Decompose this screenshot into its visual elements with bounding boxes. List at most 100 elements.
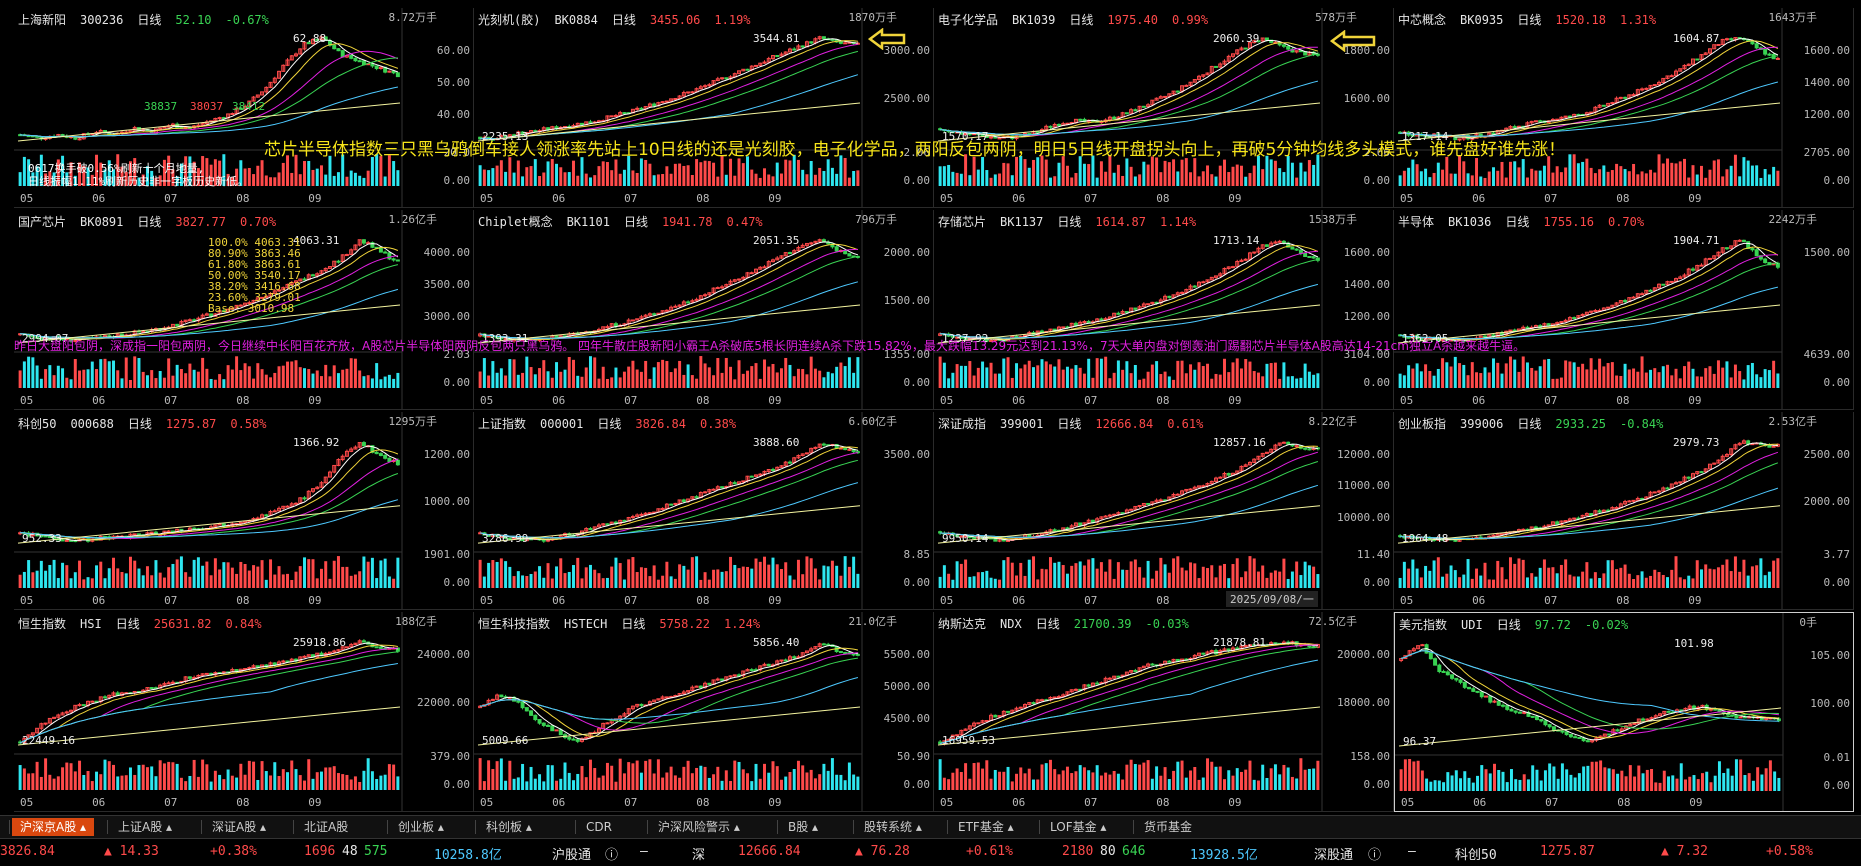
x-axis-label: 08 — [1156, 796, 1170, 809]
market-tab[interactable]: 北证A股 — [296, 818, 356, 836]
market-tab[interactable]: 深证A股 ▴ — [204, 818, 274, 836]
volume-bar — [150, 575, 154, 588]
candle — [1133, 505, 1138, 510]
long-ma-line — [477, 304, 861, 344]
volume-bar — [695, 159, 699, 186]
market-tab[interactable]: 科创板 ▴ — [478, 818, 540, 836]
volume-bar — [222, 154, 226, 186]
volume-bar — [758, 778, 762, 790]
market-tab[interactable]: 创业板 ▴ — [390, 818, 452, 836]
candle — [1416, 645, 1421, 650]
volume-bar — [1316, 760, 1320, 790]
volume-bar — [1197, 779, 1201, 790]
market-tab[interactable]: 沪深风险警示 ▴ — [650, 818, 748, 836]
sgt-label[interactable]: 深股通 — [1314, 848, 1354, 863]
volume-bar — [695, 556, 699, 588]
volume-bar — [184, 572, 188, 588]
candle — [787, 461, 792, 464]
chart-panel[interactable]: Chiplet概念 BK1101 日线 1941.78 0.47% 796万手 2000.0… — [474, 210, 934, 410]
volume-bar — [737, 158, 741, 186]
security-code: BK1137 — [1000, 215, 1044, 229]
chart-panel[interactable]: 创业板指 399006 日线 2933.25 -0.84% 2.53亿手 2500.00 20… — [1394, 412, 1854, 610]
candle — [686, 91, 691, 94]
candle — [830, 38, 835, 41]
candle — [289, 282, 294, 285]
volume-bar — [529, 367, 533, 388]
x-axis-label: 07 — [1544, 394, 1558, 407]
market-tab-label: 沪深风险警示 — [658, 820, 731, 834]
chart-panel[interactable]: 恒生科技指数 HSTECH 日线 5758.22 1.24% 21.0亿手 5500.00 5… — [474, 612, 934, 812]
volume-bar — [332, 766, 336, 790]
x-axis-label: 05 — [20, 394, 34, 407]
market-tab[interactable]: 货币基金 — [1136, 818, 1200, 836]
volume-bar — [678, 360, 682, 388]
market-tab[interactable]: LOF基金 ▴ — [1042, 818, 1114, 836]
volume-bar — [648, 378, 652, 388]
volume-bar — [1712, 160, 1716, 186]
volume-bar — [610, 566, 614, 588]
market-tab[interactable]: 沪深京A股 ▴ — [12, 818, 95, 836]
candle — [1581, 737, 1586, 742]
chart-panel[interactable]: 国产芯片 BK0891 日线 3827.77 0.70% 1.26亿手 4000.00 350… — [14, 210, 474, 410]
market-tab[interactable]: CDR — [578, 818, 620, 836]
help-icon[interactable]: ⓘ — [1368, 848, 1382, 863]
volume-bar — [1082, 163, 1086, 186]
volume-bar — [1180, 567, 1184, 588]
volume-bar — [78, 760, 82, 790]
candle — [353, 446, 358, 450]
market-tab[interactable]: B股 ▴ — [780, 818, 826, 836]
chart-panel[interactable]: 科创50 000688 日线 1275.87 0.58% 1295万手 1200.00 100… — [14, 412, 474, 610]
market-tab[interactable]: ETF基金 ▴ — [950, 818, 1022, 836]
volume-bar — [618, 173, 622, 186]
candle — [1214, 65, 1218, 68]
volume-bar — [989, 577, 993, 588]
volume-bar — [639, 567, 643, 588]
volume-bar — [639, 371, 643, 388]
candle — [1559, 116, 1564, 120]
candle — [1218, 476, 1223, 479]
volume-bar — [247, 167, 251, 186]
market-tab[interactable]: 上证A股 ▴ — [110, 818, 180, 836]
candle — [323, 267, 328, 272]
chart-panel[interactable]: 纳斯达克 NDX 日线 21700.39 -0.03% 72.5亿手 20000.00 180… — [934, 612, 1394, 812]
chart-panel[interactable]: 上证指数 000001 日线 3826.84 0.38% 6.60亿手 3500.00 8.8… — [474, 412, 934, 610]
volume-bar — [482, 358, 486, 388]
volume-bar — [737, 568, 741, 588]
volume-bar — [1712, 569, 1716, 588]
chart-panel[interactable]: 半导体 BK1036 日线 1755.16 0.70% 2242万手 1500.00 4639… — [1394, 210, 1854, 410]
candle — [56, 714, 61, 718]
caret-up-icon: ▴ — [162, 820, 173, 834]
volume-bar — [179, 368, 183, 388]
chart-panel[interactable]: 电子化学品 BK1039 日线 1975.40 0.99% 578万手 1800.00 160… — [934, 8, 1394, 208]
chart-panel[interactable]: 上海新阳 300236 日线 52.10 -0.67% 8.72万手 60.00 50.00 4… — [14, 8, 474, 208]
volume-bar — [1453, 173, 1457, 186]
candle — [272, 510, 277, 513]
candle — [260, 514, 265, 519]
market-tab[interactable]: 股转系统 ▴ — [856, 818, 930, 836]
security-name: Chiplet概念 — [478, 215, 553, 229]
chart-panel[interactable]: 美元指数 UDI 日线 97.72 -0.02% 0手 105.00 100.00 0.01 0.… — [1394, 612, 1854, 812]
candle — [264, 514, 269, 517]
candle — [1572, 317, 1577, 320]
candle — [230, 113, 235, 116]
chart-panel[interactable]: 中芯概念 BK0935 日线 1520.18 1.31% 1643万手 1600.00 140… — [1394, 8, 1854, 208]
volume-bar — [1441, 169, 1445, 186]
help-icon[interactable]: ⓘ — [605, 848, 619, 863]
period-high-label: 1713.14 — [1213, 234, 1260, 247]
candle — [22, 738, 27, 744]
volume-bar — [593, 569, 597, 588]
volume-bar — [269, 559, 273, 588]
hgt-label[interactable]: 沪股通 — [552, 848, 592, 863]
chart-panel[interactable]: 光刻机(胶) BK0884 日线 3455.06 1.19% 1870万手 3000.00 2… — [474, 8, 934, 208]
candle — [1154, 97, 1159, 101]
candle — [1239, 465, 1244, 472]
candle — [1593, 310, 1598, 313]
volume-bar — [822, 565, 826, 588]
volume-label: 1538万手 — [1308, 213, 1358, 226]
kline-svg — [474, 8, 863, 207]
chart-panel[interactable]: 恒生指数 HSI 日线 25631.82 0.84% 188亿手 24000.00 22000… — [14, 612, 474, 812]
chart-panel[interactable]: 存储芯片 BK1137 日线 1614.87 1.14% 1538万手 1600.00 140… — [934, 210, 1394, 410]
chart-panel[interactable]: 深证成指 399001 日线 12666.84 0.61% 8.22亿手 12000.00 1… — [934, 412, 1394, 610]
volume-bar — [763, 556, 766, 588]
volume-bar — [720, 571, 724, 588]
